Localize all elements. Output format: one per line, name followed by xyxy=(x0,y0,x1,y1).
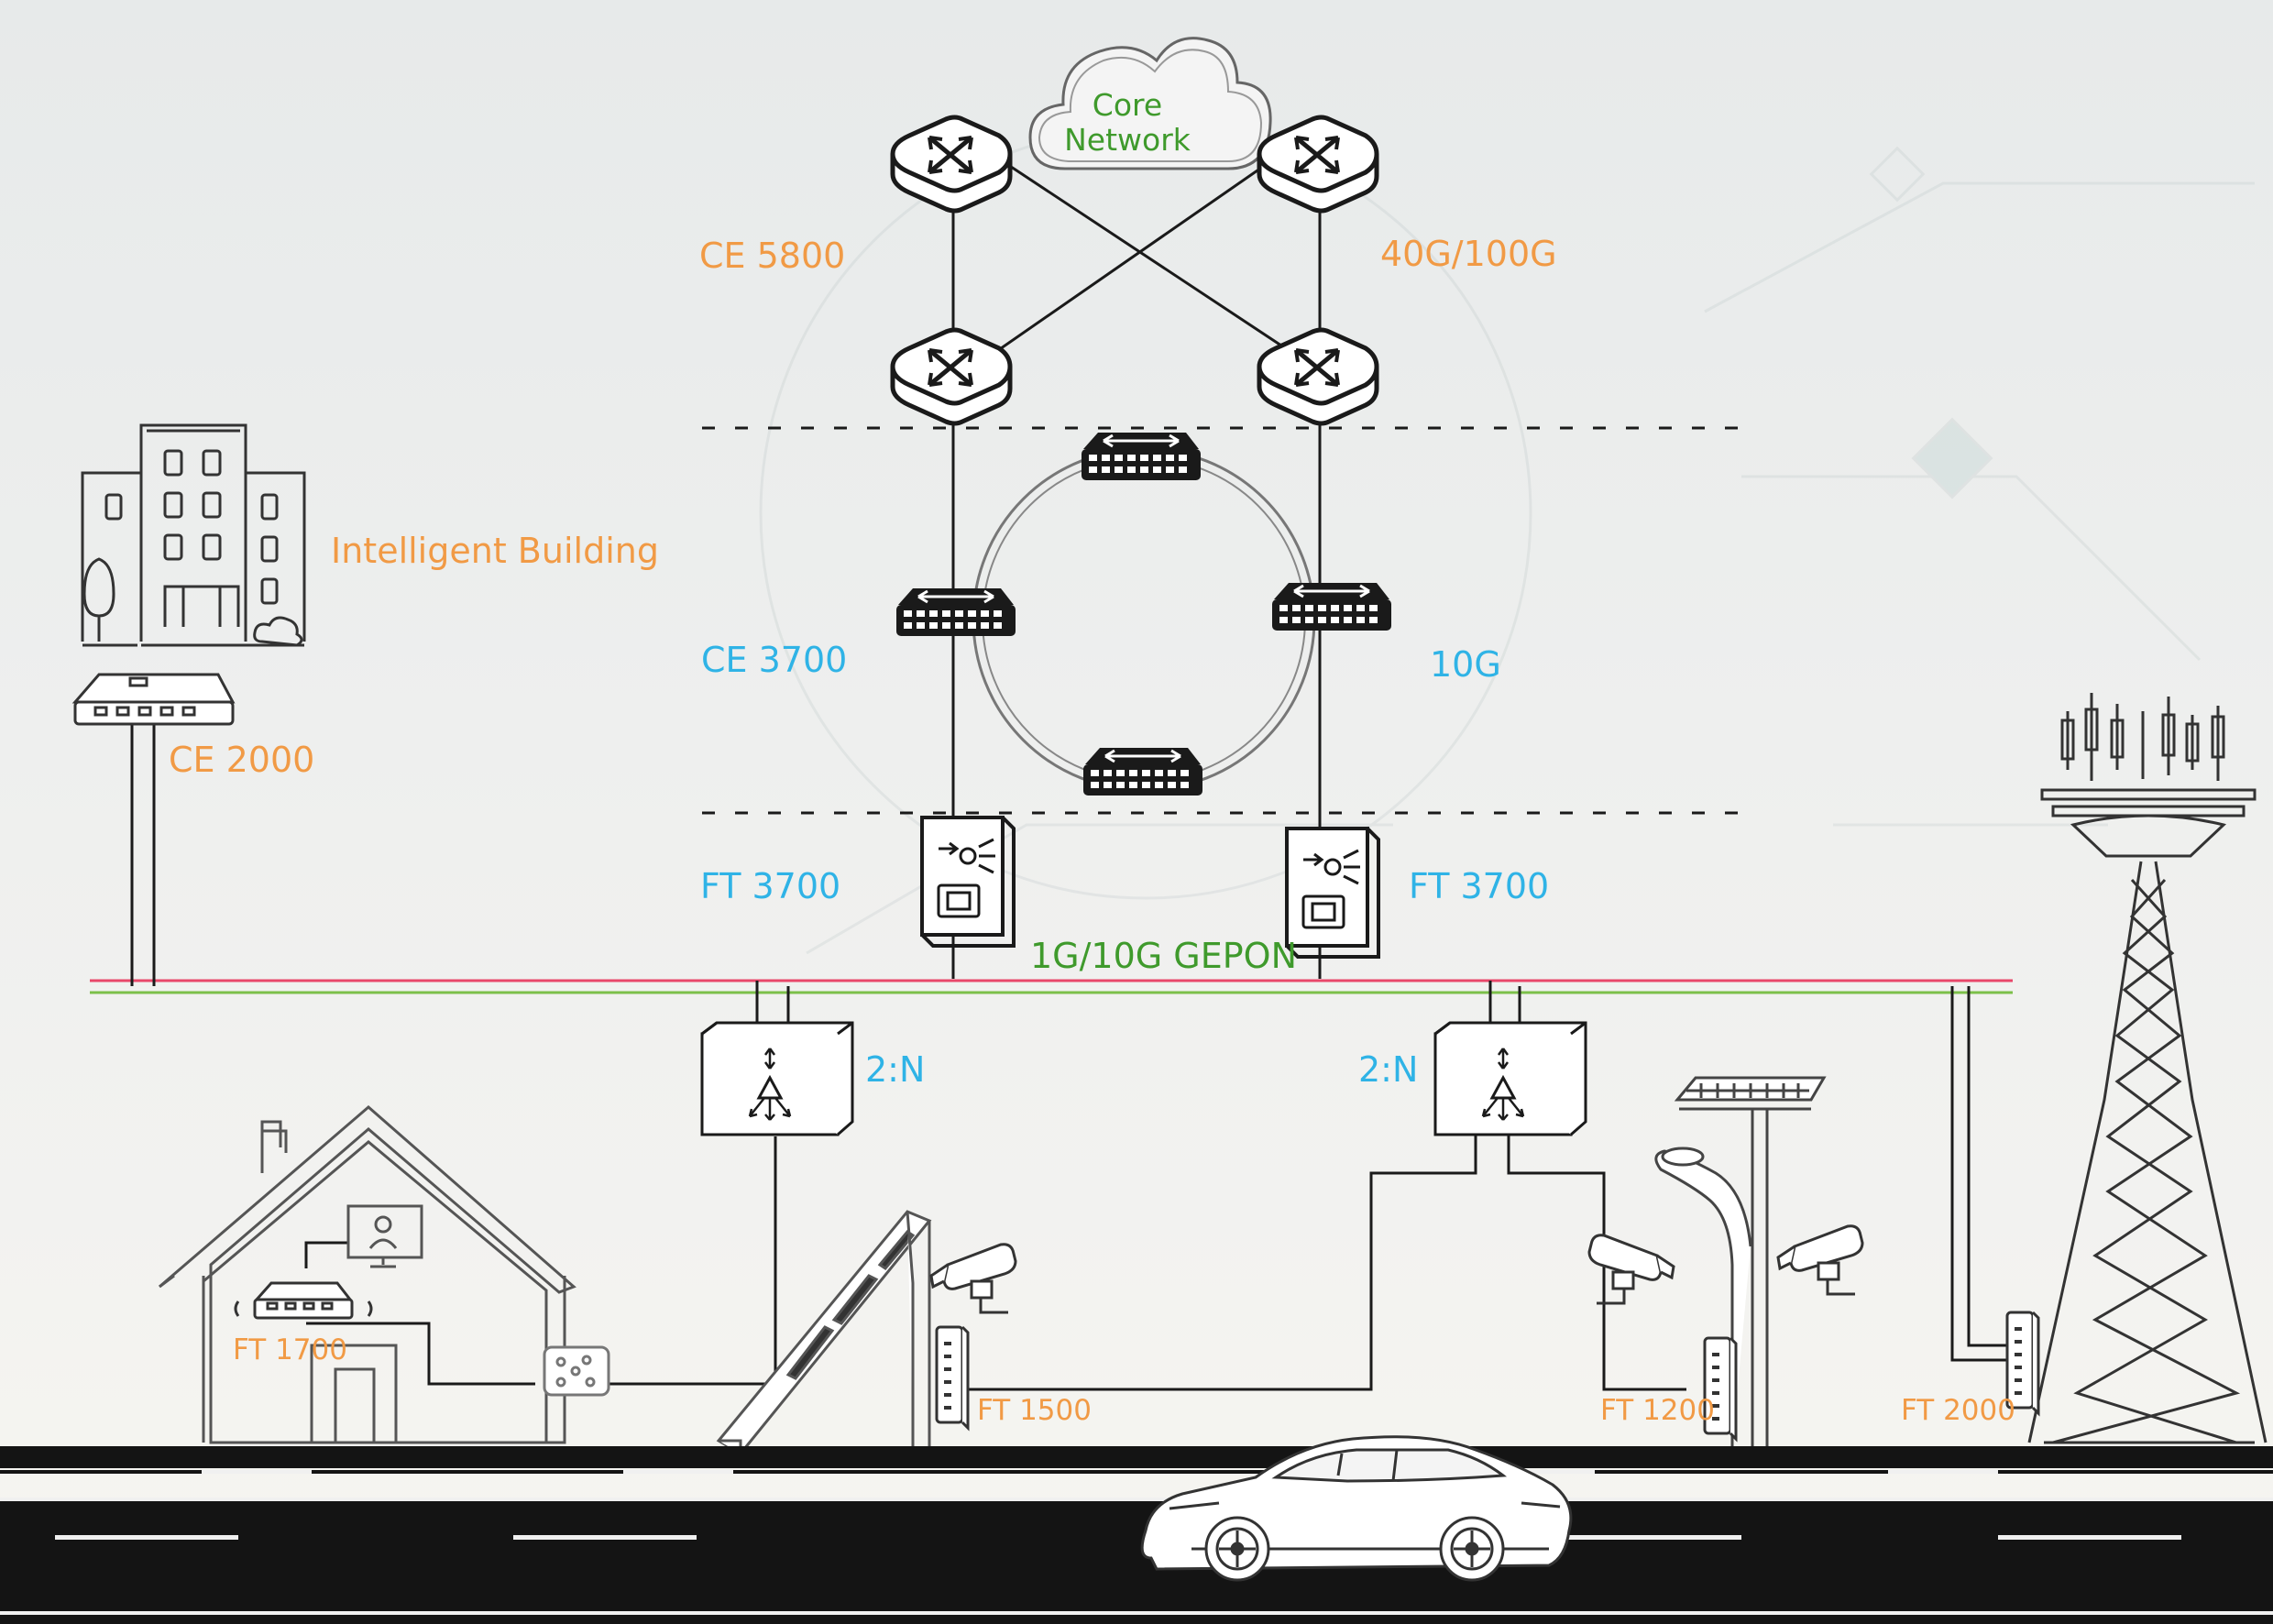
olt-icon xyxy=(1285,827,1380,959)
camera-icon xyxy=(1776,1224,1864,1296)
core-switch-icon xyxy=(893,330,1010,423)
building-icon xyxy=(81,423,306,647)
ring-switch-icon xyxy=(1080,431,1202,482)
intelligent-building-label: Intelligent Building xyxy=(331,531,659,571)
ce2000-label: CE 2000 xyxy=(169,740,315,780)
ring-topology xyxy=(972,447,1316,792)
ft3700-left-label: FT 3700 xyxy=(700,866,841,906)
core-network-line2: Network xyxy=(1064,122,1191,158)
ring-speed-label: 10G xyxy=(1430,644,1501,685)
cloud-icon xyxy=(1028,37,1272,170)
house-icon xyxy=(159,1105,576,1444)
ft1700-device-icon xyxy=(234,1281,373,1320)
splitter-icon xyxy=(700,1021,854,1136)
road xyxy=(0,1446,2273,1624)
ring-switch-icon xyxy=(1270,581,1393,632)
streetlight-icon xyxy=(1654,1076,1827,1448)
gepon-label: 1G/10G GEPON xyxy=(1030,936,1298,976)
layer-separators xyxy=(702,426,1741,815)
ce2000-device-icon xyxy=(71,673,236,726)
core-speed-label: 40G/100G xyxy=(1380,234,1557,274)
outlet-icon xyxy=(543,1345,610,1397)
ft1500-label: FT 1500 xyxy=(977,1394,1092,1427)
ft3700-right-label: FT 3700 xyxy=(1409,866,1550,906)
ft1700-label: FT 1700 xyxy=(233,1333,347,1366)
core-switch-icon xyxy=(1259,117,1377,211)
solar-panel-icon xyxy=(716,1210,932,1455)
camera-icon xyxy=(929,1243,1017,1314)
splitter-right-label: 2:N xyxy=(1358,1049,1419,1090)
ce5800-label: CE 5800 xyxy=(699,236,846,276)
trunk-lines xyxy=(951,403,1322,979)
ring-switch-icon xyxy=(1082,746,1204,797)
olt-icon xyxy=(920,816,1016,948)
core-network-line1: Core xyxy=(1092,87,1163,123)
ft1200-label: FT 1200 xyxy=(1600,1394,1715,1427)
core-network-label: Core Network xyxy=(1036,88,1219,158)
splitter-icon xyxy=(1433,1021,1587,1136)
splitter-left-label: 2:N xyxy=(865,1049,926,1090)
car-icon xyxy=(1140,1435,1573,1582)
ft2000-label: FT 2000 xyxy=(1901,1394,2015,1427)
ring-switch-icon xyxy=(895,587,1017,638)
ce3700-label: CE 3700 xyxy=(701,640,848,680)
drop-lines xyxy=(130,724,2009,1391)
tower-icon xyxy=(2027,693,2268,1444)
ft1500-device-icon xyxy=(935,1325,970,1430)
core-switch-icon xyxy=(893,117,1010,211)
camera-icon xyxy=(1587,1234,1675,1305)
